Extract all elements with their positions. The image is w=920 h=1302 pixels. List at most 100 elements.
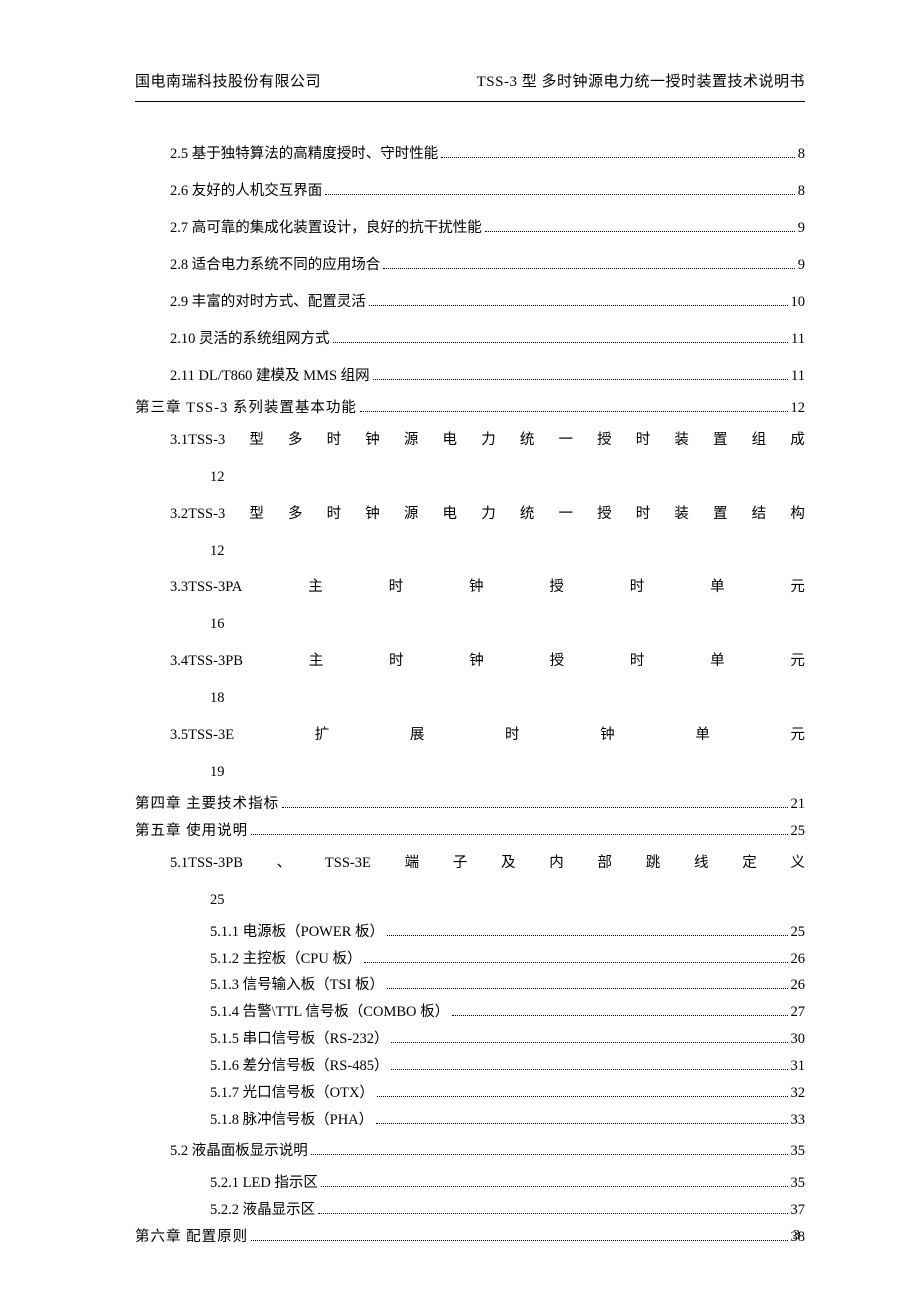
toc-page: 33	[791, 1107, 806, 1134]
toc-text: 第四章 主要技术指标	[135, 791, 279, 818]
toc-page: 35	[791, 1133, 806, 1170]
toc-text-fragment: 定	[742, 845, 757, 882]
toc-text-fragment: 时	[630, 643, 645, 680]
toc-text-fragment: 单	[710, 643, 725, 680]
toc-entry-3-4: 3.4TSS-3PB主时钟授时单元	[135, 643, 805, 680]
toc-page-3-2: 12	[135, 533, 805, 570]
toc-entry-2-8: 2.8 适合电力系统不同的应用场合 9	[135, 247, 805, 284]
toc-leader	[318, 1213, 787, 1214]
toc-leader	[251, 834, 787, 835]
toc-text-fragment: 钟	[600, 717, 615, 754]
toc-text-fragment: 钟	[365, 422, 380, 459]
toc-text-fragment: 授	[597, 422, 612, 459]
toc-entry-5-1: 5.1TSS-3PB、TSS-3E端子及内部跳线定义	[135, 845, 805, 882]
toc-chapter-4: 第四章 主要技术指标 21	[135, 791, 805, 818]
toc-text: 2.7 高可靠的集成化装置设计，良好的抗干扰性能	[170, 210, 482, 247]
toc-page: 25	[791, 818, 806, 845]
toc-entry-2-11: 2.11 DL/T860 建模及 MMS 组网 11	[135, 358, 805, 395]
toc-text-fragment: 电	[443, 422, 458, 459]
toc-text-fragment: 钟	[469, 643, 484, 680]
toc-text-fragment: 置	[713, 422, 728, 459]
toc-text-fragment: 钟	[469, 569, 484, 606]
toc-text-fragment: 及	[501, 845, 516, 882]
toc-page: 11	[791, 321, 805, 358]
toc-text: 5.2.2 液晶显示区	[210, 1197, 315, 1224]
toc-page-3-3: 16	[135, 606, 805, 643]
toc-text-fragment: 时	[636, 422, 651, 459]
toc-entry-5-2-2: 5.2.2 液晶显示区 37	[135, 1197, 805, 1224]
toc-page: 35	[791, 1170, 806, 1197]
toc-leader	[441, 157, 795, 158]
toc-text-fragment: 时	[389, 643, 404, 680]
toc-entry-5-1-5: 5.1.5 串口信号板（RS-232） 30	[135, 1026, 805, 1053]
toc-text-fragment: 扩	[315, 717, 330, 754]
toc-page: 9	[798, 210, 805, 247]
toc-text-fragment: 义	[790, 845, 805, 882]
toc-entry-5-2-1: 5.2.1 LED 指示区 35	[135, 1170, 805, 1197]
toc-text: 2.11 DL/T860 建模及 MMS 组网	[170, 358, 370, 395]
toc-page: 8	[798, 136, 805, 173]
toc-chapter-5: 第五章 使用说明 25	[135, 818, 805, 845]
toc-text: 5.2.1 LED 指示区	[210, 1170, 318, 1197]
toc-text-fragment: 力	[481, 496, 496, 533]
page-number: 3	[793, 1228, 800, 1244]
toc-page: 10	[791, 284, 806, 321]
toc-entry-5-1-3: 5.1.3 信号输入板（TSI 板） 26	[135, 972, 805, 999]
toc-leader	[321, 1186, 788, 1187]
toc-leader	[387, 935, 788, 936]
toc-text-fragment: 时	[505, 717, 520, 754]
toc-text-fragment: 构	[790, 496, 805, 533]
toc-leader	[282, 807, 787, 808]
document-page: 国电南瑞科技股份有限公司 TSS-3 型 多时钟源电力统一授时装置技术说明书 2…	[0, 0, 920, 1302]
page-header: 国电南瑞科技股份有限公司 TSS-3 型 多时钟源电力统一授时装置技术说明书	[135, 70, 805, 102]
toc-page: 12	[791, 395, 806, 422]
toc-text: 5.1.8 脉冲信号板（PHA）	[210, 1107, 373, 1134]
toc-text-fragment: 元	[790, 717, 805, 754]
toc-entry-2-7: 2.7 高可靠的集成化装置设计，良好的抗干扰性能 9	[135, 210, 805, 247]
toc-entry-5-1-7: 5.1.7 光口信号板（OTX） 32	[135, 1080, 805, 1107]
toc-text-fragment: 单	[710, 569, 725, 606]
toc-entry-5-1-4: 5.1.4 告警\TTL 信号板（COMBO 板） 27	[135, 999, 805, 1026]
toc-text-fragment: 5.1TSS-3PB	[170, 845, 243, 882]
toc-leader	[387, 988, 788, 989]
toc-leader	[391, 1069, 787, 1070]
toc-page-3-1: 12	[135, 459, 805, 496]
toc-text: 2.9 丰富的对时方式、配置灵活	[170, 284, 366, 321]
toc-chapter-3: 第三章 TSS-3 系列装置基本功能 12	[135, 395, 805, 422]
toc-text-fragment: 线	[694, 845, 709, 882]
toc-text-fragment: 统	[520, 496, 535, 533]
toc-entry-2-6: 2.6 友好的人机交互界面 8	[135, 173, 805, 210]
toc-text-fragment: 元	[790, 569, 805, 606]
toc-leader	[360, 411, 788, 412]
toc-text-fragment: 力	[481, 422, 496, 459]
toc-text: 5.1.3 信号输入板（TSI 板）	[210, 972, 384, 999]
toc-text-fragment: 电	[443, 496, 458, 533]
toc-text-fragment: 时	[389, 569, 404, 606]
toc-text-fragment: 装	[674, 422, 689, 459]
toc-leader	[391, 1042, 787, 1043]
toc-leader	[251, 1240, 787, 1241]
toc-text-fragment: 授	[549, 569, 564, 606]
toc-entry-5-2: 5.2 液晶面板显示说明 35	[135, 1133, 805, 1170]
toc-text: 2.5 基于独特算法的高精度授时、守时性能	[170, 136, 438, 173]
toc-text-fragment: 装	[674, 496, 689, 533]
toc-entry-3-1: 3.1TSS-3型多时钟源电力统一授时装置组成	[135, 422, 805, 459]
toc-leader	[383, 268, 795, 269]
toc-entry-5-1-6: 5.1.6 差分信号板（RS-485） 31	[135, 1053, 805, 1080]
toc-entry-3-2: 3.2TSS-3型多时钟源电力统一授时装置结构	[135, 496, 805, 533]
toc-chapter-6: 第六章 配置原则 38	[135, 1224, 805, 1251]
toc-page: 11	[791, 358, 805, 395]
toc-text: 5.1.1 电源板（POWER 板）	[210, 919, 384, 946]
toc-page: 32	[791, 1080, 806, 1107]
toc-page: 8	[798, 173, 805, 210]
toc-text-fragment: 跳	[646, 845, 661, 882]
toc-entry-3-3: 3.3TSS-3PA主时钟授时单元	[135, 569, 805, 606]
toc-text-fragment: 型	[249, 422, 264, 459]
toc-text-fragment: 时	[327, 496, 342, 533]
toc-text-fragment: 主	[309, 643, 324, 680]
toc-text-fragment: 、	[277, 845, 292, 882]
toc-text: 5.1.4 告警\TTL 信号板（COMBO 板）	[210, 999, 449, 1026]
toc-text-fragment: 3.4TSS-3PB	[170, 643, 243, 680]
toc-text-fragment: 一	[558, 496, 573, 533]
toc-page: 27	[791, 999, 806, 1026]
